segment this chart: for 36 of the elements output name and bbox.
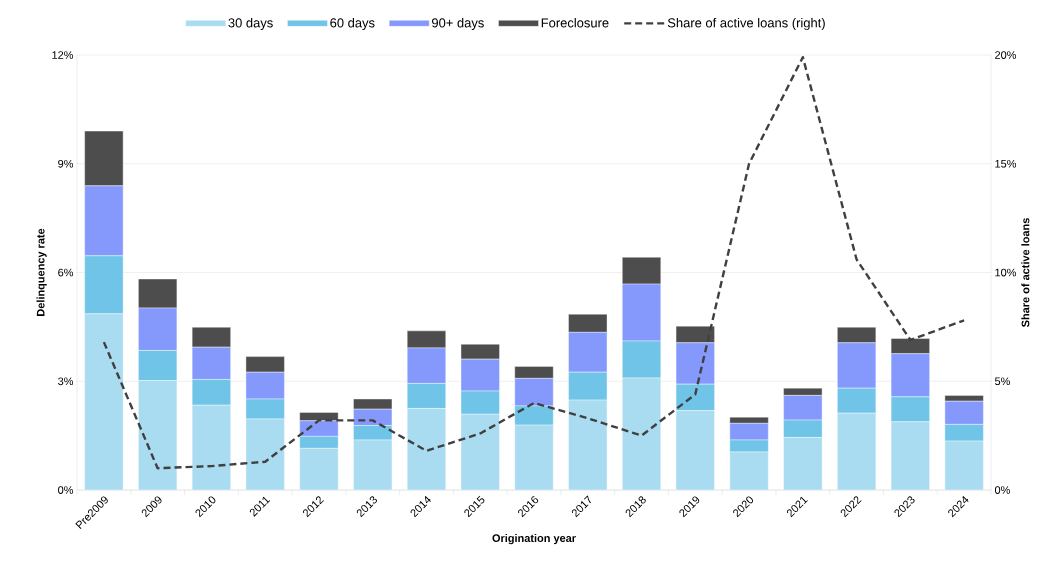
bar (890, 421, 930, 490)
legend-label: 60 days (330, 17, 375, 30)
bar (729, 451, 769, 490)
y2-tick-label: 10% (995, 268, 1017, 277)
bar (353, 439, 393, 490)
bar (568, 399, 608, 490)
bar (84, 313, 124, 490)
y2-tick-label: 15% (995, 159, 1017, 168)
bar (783, 437, 823, 490)
x-axis-title: Origination year (492, 533, 576, 545)
y-tick-label: 12% (52, 51, 74, 59)
bar (837, 412, 877, 490)
bar (299, 448, 339, 490)
y2-tick-label: 5% (994, 377, 1010, 386)
y-tick-label: 6% (58, 268, 74, 277)
bar (407, 408, 446, 490)
legend-label: 90+ days (432, 17, 484, 30)
y2-tick-label: 0% (994, 486, 1010, 494)
bar (514, 424, 554, 490)
bar (460, 414, 500, 490)
y2-tick-label: 20% (995, 51, 1017, 59)
y-axis-title: Delinquency rate (36, 228, 47, 316)
y-tick-label: 3% (58, 377, 74, 386)
bar (138, 380, 178, 490)
bar (245, 418, 285, 490)
bar (675, 410, 715, 490)
line-series (102, 55, 966, 470)
legend-label: Foreclosure (541, 17, 609, 28)
bar (944, 440, 984, 490)
y2-axis-title: Share of active loans (1021, 218, 1030, 327)
bar (622, 377, 661, 490)
bar (191, 404, 231, 490)
y-tick-label: 0% (58, 486, 74, 494)
legend-label: 30 days (228, 17, 273, 30)
legend-label: Share of active loans (right) (667, 17, 825, 30)
y-tick-label: 9% (58, 159, 74, 168)
